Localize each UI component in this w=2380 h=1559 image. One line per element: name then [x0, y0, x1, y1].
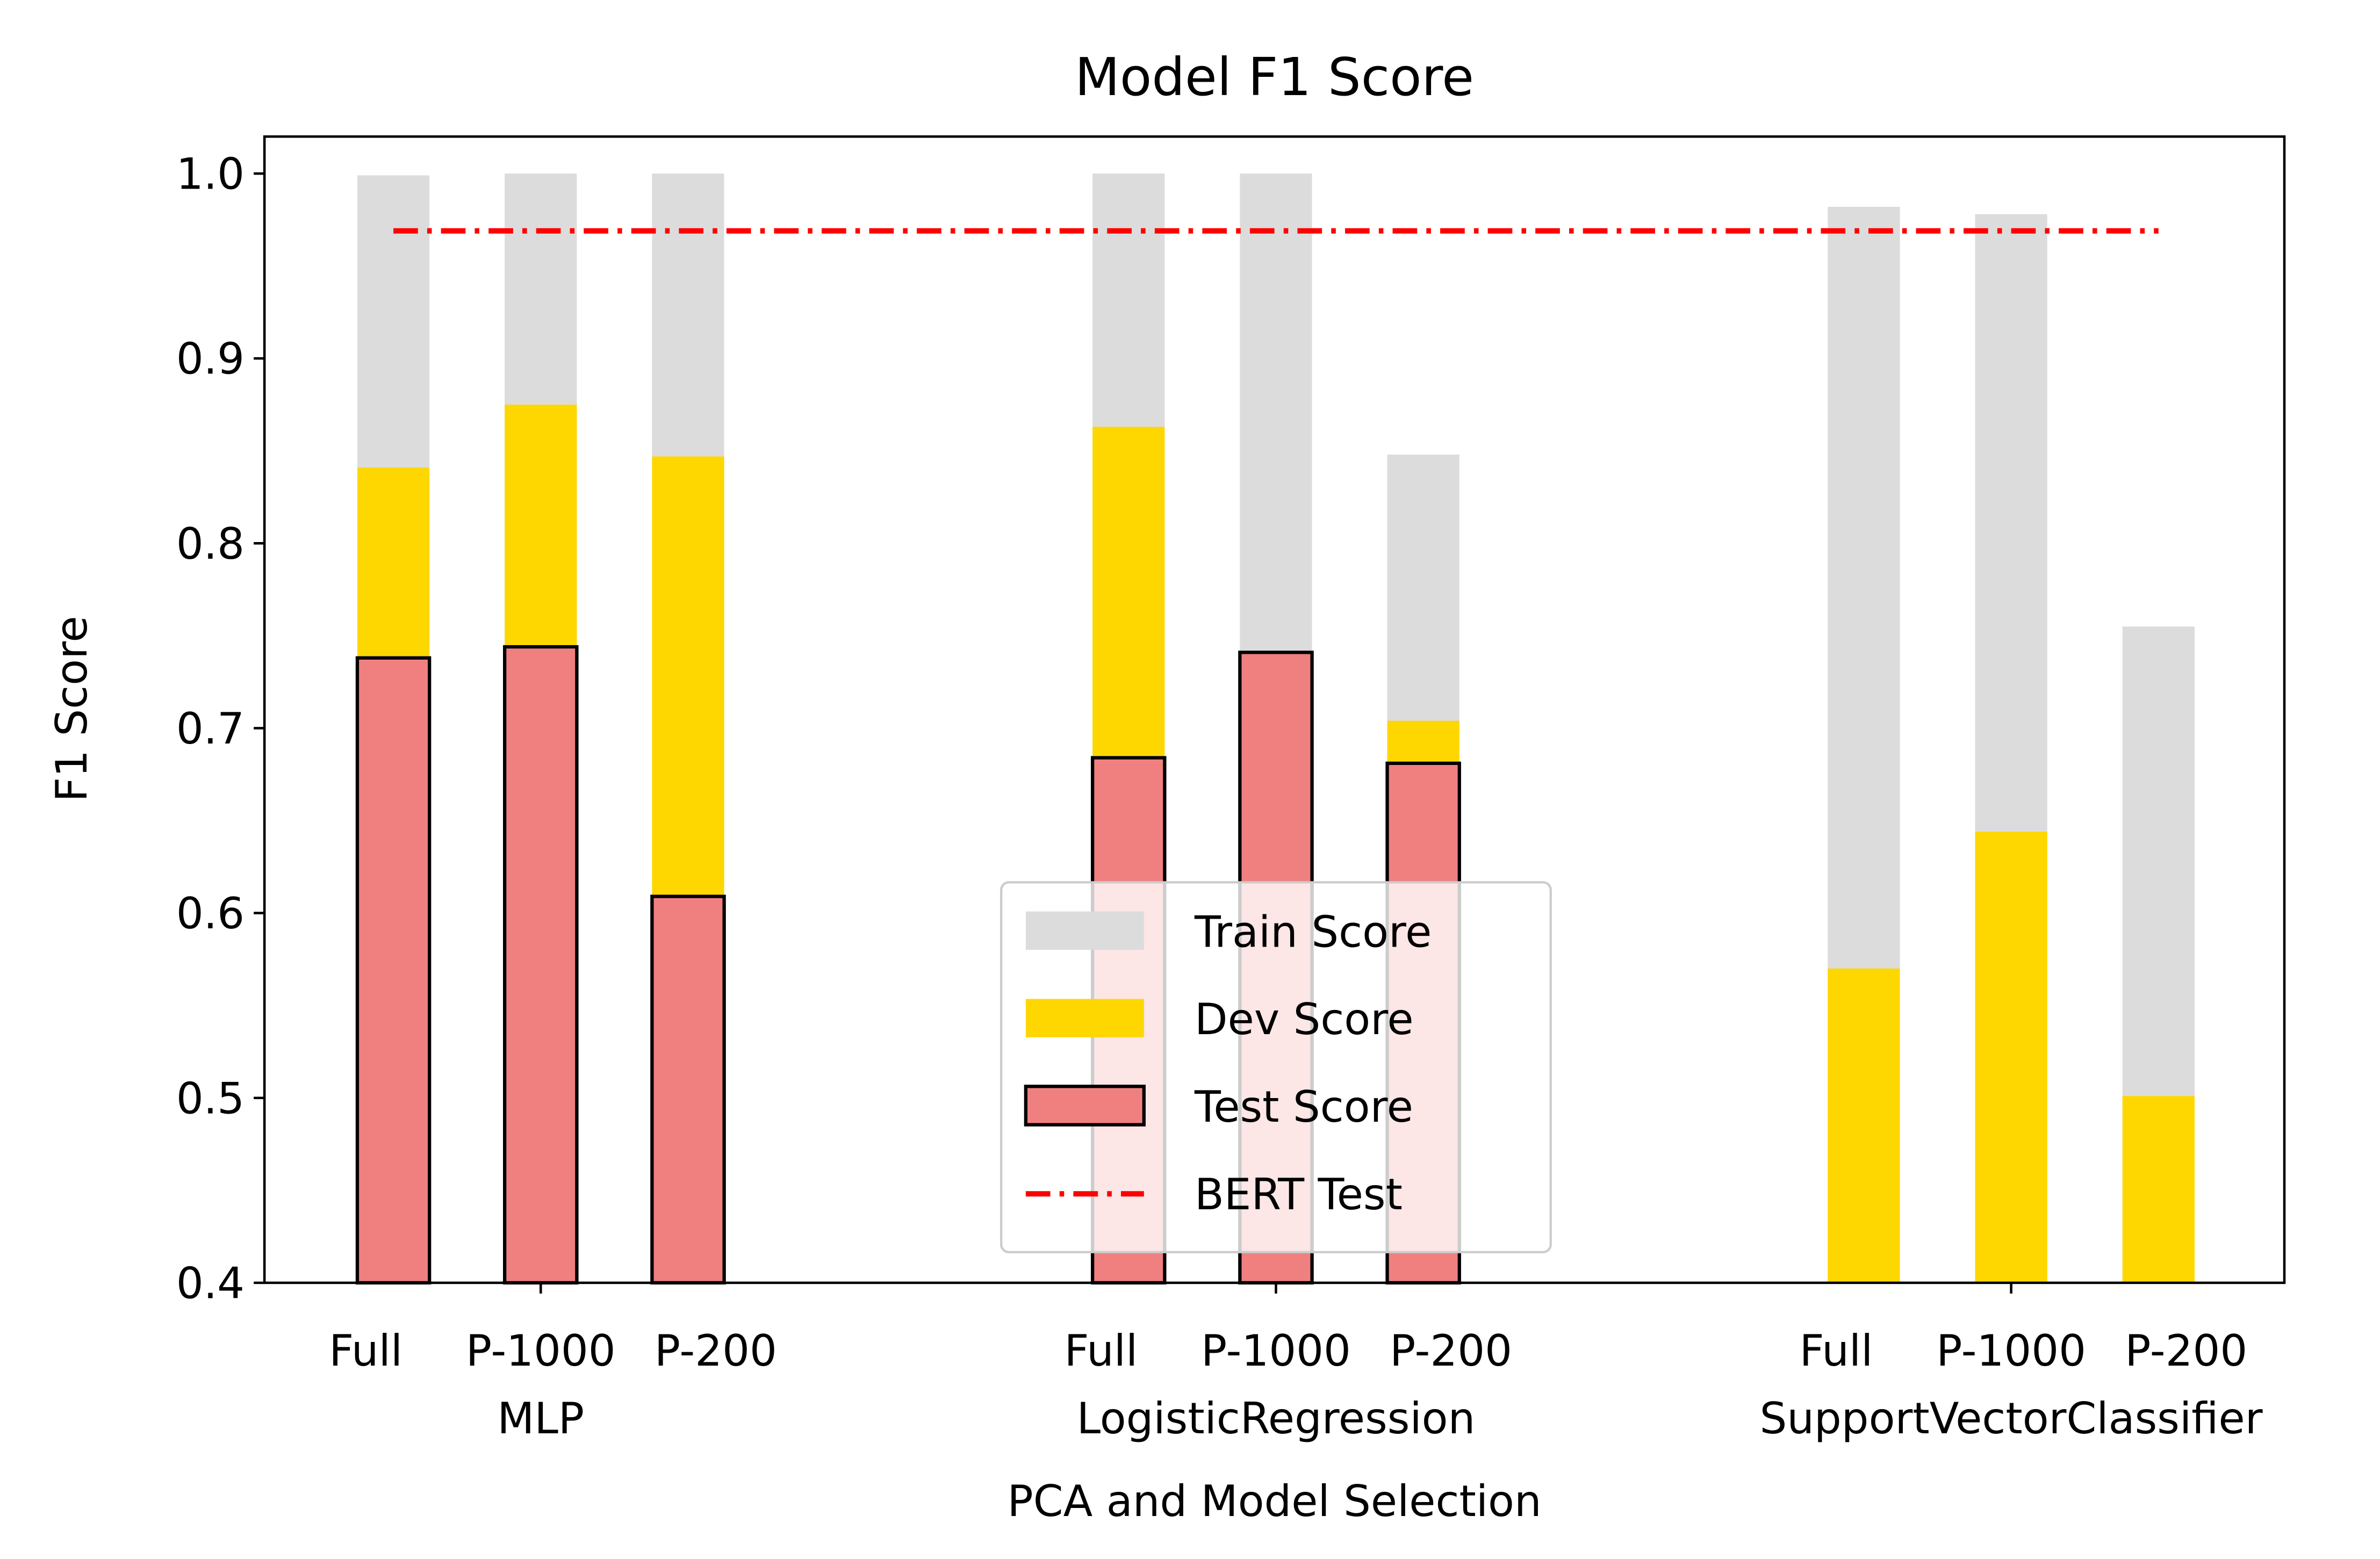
y-tick-label-1: 0.5: [176, 1073, 245, 1123]
legend-label-test: Test Score: [1194, 1082, 1413, 1132]
legend-label-train: Train Score: [1194, 907, 1432, 957]
y-tick-label-0: 0.4: [176, 1258, 245, 1308]
y-tick-label-6: 1.0: [176, 149, 245, 199]
bar-dev-9: [2122, 1096, 2195, 1283]
y-axis-label: F1 Score: [47, 616, 97, 802]
legend-swatch-dev: [1025, 999, 1144, 1037]
x-tick-category-1-2: P-200: [1390, 1326, 1512, 1376]
legend: Train Score Dev Score Test Score BERT Te…: [1000, 881, 1552, 1253]
y-tick-label-3: 0.7: [176, 704, 245, 754]
y-tick-label-4: 0.8: [176, 519, 245, 569]
legend-swatch-train: [1025, 911, 1144, 950]
bar-test-1: [355, 656, 432, 1285]
x-tick-group-1: LogisticRegression: [1077, 1394, 1476, 1443]
x-axis-ticks: Full P-1000 P-200 MLP Full P-1000 P-200 Logisti…: [329, 1282, 2263, 1443]
x-tick-category-1-1: P-1000: [1201, 1326, 1351, 1376]
plot-frame: [263, 135, 2286, 1284]
x-tick-category-2-2: P-200: [2125, 1326, 2247, 1376]
bar-dev-8: [1975, 832, 2047, 1283]
x-axis-label: PCA and Model Selection: [1008, 1476, 1542, 1526]
legend-label-dev: Dev Score: [1195, 994, 1414, 1044]
bar-test-2: [503, 645, 579, 1285]
bar-dev-7: [1828, 968, 1900, 1283]
legend-label-bert: BERT Test: [1195, 1170, 1403, 1219]
legend-box: [1000, 881, 1552, 1253]
bar-test-3: [650, 894, 726, 1285]
y-axis-ticks: 0.4 0.5 0.6 0.7 0.8 0.9 1.0: [176, 149, 265, 1308]
x-tick-group-2: SupportVectorClassifier: [1760, 1394, 2263, 1443]
x-tick-category-0-2: P-200: [655, 1326, 777, 1376]
x-tick-category-0-1: P-1000: [466, 1326, 616, 1376]
y-tick-label-5: 0.9: [176, 334, 245, 384]
y-tick-label-2: 0.6: [176, 889, 245, 939]
x-tick-category-2-0: Full: [1800, 1326, 1873, 1376]
x-tick-category-2-1: P-1000: [1936, 1326, 2086, 1376]
x-tick-group-0: MLP: [497, 1394, 584, 1443]
x-tick-category-0-0: Full: [329, 1326, 402, 1376]
legend-swatch-test: [1024, 1085, 1146, 1127]
x-tick-category-1-0: Full: [1064, 1326, 1138, 1376]
chart-title: Model F1 Score: [1075, 47, 1474, 107]
